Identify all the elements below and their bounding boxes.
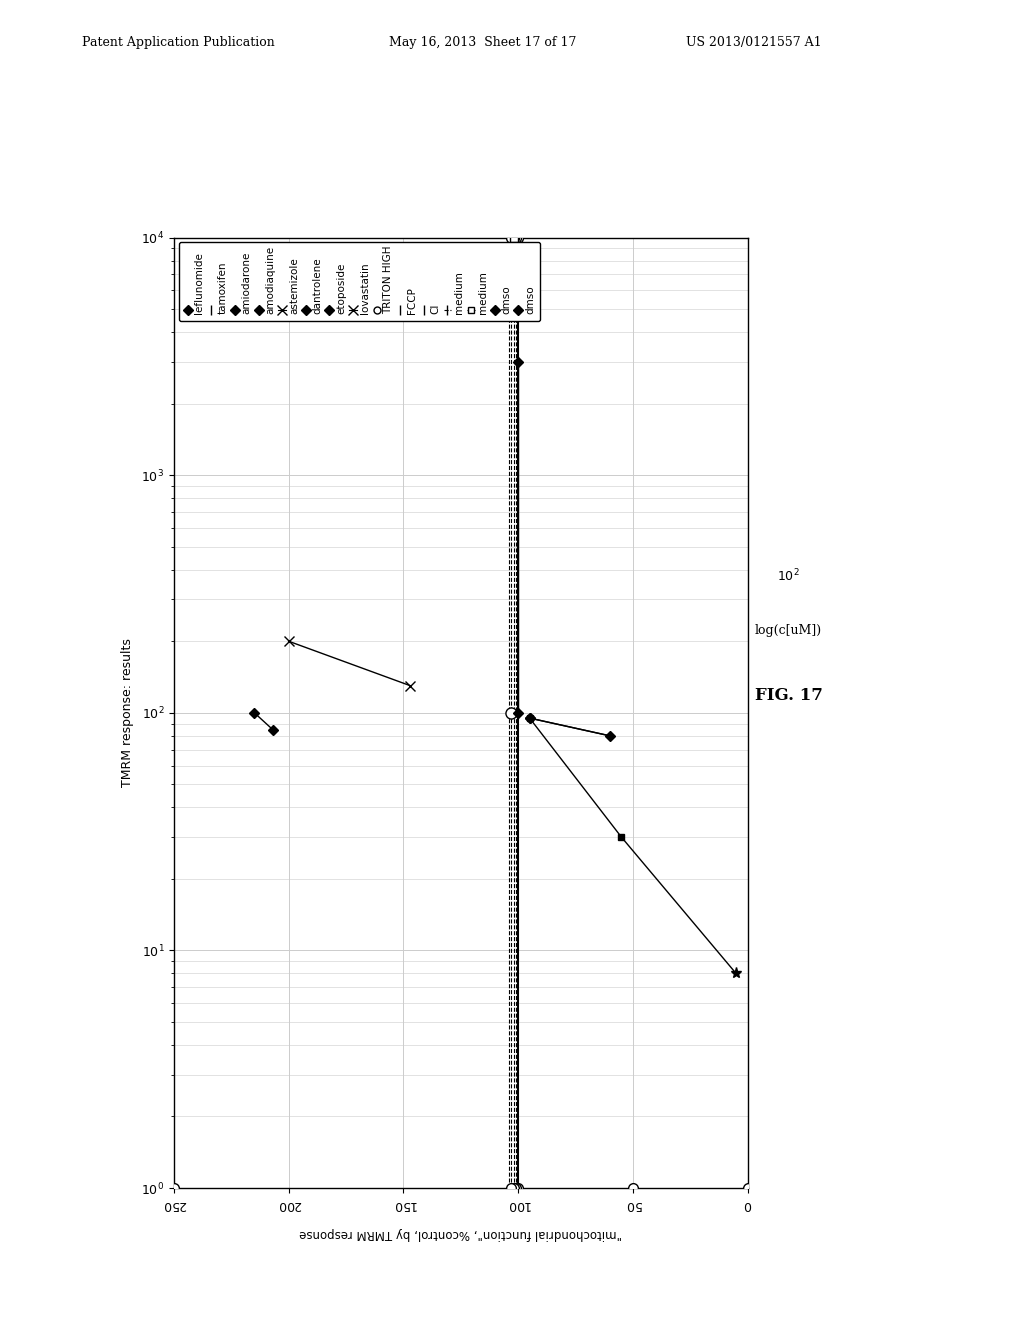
Text: Patent Application Publication: Patent Application Publication — [82, 36, 274, 49]
Text: FIG. 17: FIG. 17 — [755, 686, 822, 704]
Text: $10^2$: $10^2$ — [777, 568, 800, 583]
Text: log(c[uM]): log(c[uM]) — [755, 623, 822, 636]
Legend: leflunomide, tamoxifen, amiodarone, amodiaquine, astemizole, dantrolene, etoposi: leflunomide, tamoxifen, amiodarone, amod… — [179, 243, 540, 321]
Text: US 2013/0121557 A1: US 2013/0121557 A1 — [686, 36, 821, 49]
X-axis label: "mitochondrial function", %control, by TMRM response: "mitochondrial function", %control, by T… — [299, 1228, 623, 1241]
Y-axis label: TMRM response: results: TMRM response: results — [122, 639, 134, 787]
Text: May 16, 2013  Sheet 17 of 17: May 16, 2013 Sheet 17 of 17 — [389, 36, 577, 49]
